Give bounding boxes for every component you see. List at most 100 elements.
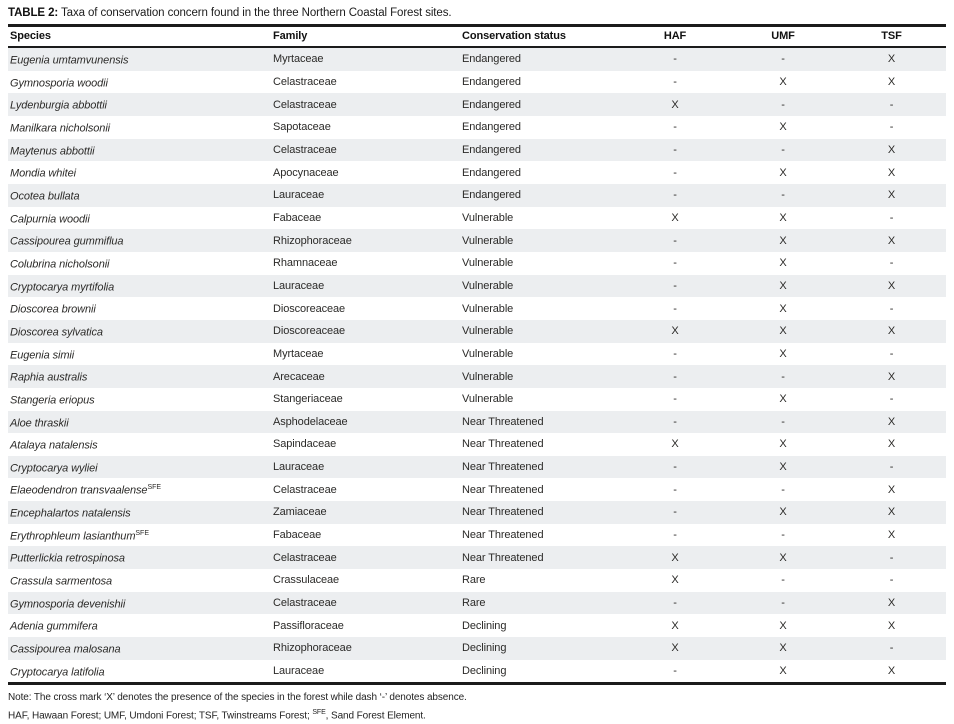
col-header-species: Species (8, 27, 271, 48)
status-cell: Near Threatened (462, 438, 544, 451)
species-cell: Ocotea bullata (8, 184, 271, 207)
species-name: Cassipourea malosana (10, 643, 121, 656)
family-cell: Lauraceae (273, 461, 325, 474)
family-cell: Fabaceae (273, 211, 322, 224)
table-row: Gymnosporia woodii Celastraceae Endanger… (8, 71, 946, 94)
umf-cell: X (779, 506, 787, 519)
status-cell: Vulnerable (462, 325, 514, 338)
umf-cell: X (779, 393, 787, 406)
species-name: Erythrophleum lasianthum (10, 530, 136, 543)
family-cell: Myrtaceae (273, 347, 324, 360)
tsf-cell: X (887, 143, 896, 156)
species-cell: Maytenus abbottii (8, 139, 271, 162)
species-name: Colubrina nicholsonii (10, 258, 110, 271)
tsf-cell: X (887, 483, 896, 496)
umf-cell: - (781, 53, 785, 66)
family-cell: Celastraceae (273, 597, 337, 610)
species-cell: Cryptocarya wyliei (8, 456, 271, 479)
family-cell: Celastraceae (273, 483, 337, 496)
species-name: Dioscorea brownii (10, 303, 96, 316)
table-caption: TABLE 2: Taxa of conservation concern fo… (8, 4, 946, 22)
umf-cell: X (779, 325, 787, 338)
haf-cell: X (671, 574, 679, 587)
umf-cell: - (781, 370, 785, 383)
col-header-family: Family (271, 27, 460, 48)
table-row: Dioscorea brownii Dioscoreaceae Vulnerab… (8, 297, 946, 320)
status-cell: Near Threatened (462, 506, 544, 519)
tsf-cell: X (887, 166, 896, 179)
status-cell: Vulnerable (462, 347, 514, 360)
species-cell: Putterlickia retrospinosa (8, 546, 271, 569)
species-cell: Eugenia simii (8, 343, 271, 366)
table-row: Colubrina nicholsonii Rhamnaceae Vulnera… (8, 252, 946, 275)
umf-cell: - (781, 529, 785, 542)
haf-cell: - (673, 529, 677, 542)
tsf-cell: X (887, 619, 896, 632)
status-cell: Declining (462, 619, 507, 632)
species-cell: Calpurnia woodii (8, 207, 271, 230)
table-row: Stangeria eriopus Stangeriaceae Vulnerab… (8, 388, 946, 411)
species-name: Atalaya natalensis (10, 439, 98, 452)
table-row: Gymnosporia devenishii Celastraceae Rare… (8, 591, 946, 615)
table-row: Cryptocarya latifolia Lauraceae Declinin… (8, 660, 946, 684)
species-cell: Adenia gummifera (8, 614, 271, 637)
umf-cell: - (781, 98, 785, 111)
table-row: Erythrophleum lasianthumSFE Fabaceae Nea… (8, 524, 946, 547)
tsf-cell: - (889, 461, 894, 474)
family-cell: Sapindaceae (273, 438, 337, 451)
haf-cell: - (673, 506, 677, 519)
haf-cell: X (671, 438, 679, 451)
tsf-cell: - (889, 393, 894, 406)
species-cell: Encephalartos natalensis (8, 501, 271, 524)
table-row: Putterlickia retrospinosa Celastraceae N… (8, 546, 946, 570)
species-name: Ocotea bullata (10, 190, 80, 203)
family-cell: Celastraceae (273, 143, 337, 156)
species-name: Encephalartos natalensis (10, 507, 131, 520)
species-name: Dioscorea sylvatica (10, 326, 103, 339)
tsf-cell: - (889, 642, 894, 655)
status-cell: Declining (462, 642, 507, 655)
species-name: Eugenia simii (10, 349, 75, 362)
haf-cell: - (673, 166, 677, 179)
table-row: Lydenburgia abbottii Celastraceae Endang… (8, 93, 946, 116)
family-cell: Lauraceae (273, 665, 325, 678)
caption-text: Taxa of conservation concern found in th… (58, 7, 452, 19)
species-cell: Atalaya natalensis (8, 433, 271, 456)
table-body: Eugenia umtamvunensis Myrtaceae Endanger… (8, 47, 946, 684)
tsf-cell: X (887, 234, 896, 247)
umf-cell: - (781, 415, 785, 428)
status-cell: Vulnerable (462, 257, 514, 270)
family-cell: Lauraceae (273, 189, 325, 202)
status-cell: Endangered (462, 121, 521, 134)
table-row: Cassipourea gummiflua Rhizophoraceae Vul… (8, 229, 946, 252)
haf-cell: - (673, 302, 677, 315)
header-row: Species Family Conservation status HAF U… (8, 27, 946, 48)
umf-cell: X (779, 166, 787, 179)
species-name: Crassula sarmentosa (10, 575, 113, 588)
status-cell: Near Threatened (462, 483, 544, 496)
haf-cell: - (673, 370, 677, 383)
umf-cell: X (779, 75, 787, 88)
species-cell: Stangeria eriopus (8, 388, 271, 411)
haf-cell: - (673, 665, 677, 678)
haf-cell: X (671, 619, 679, 632)
umf-cell: - (781, 189, 785, 202)
col-header-umf: UMF (729, 27, 837, 48)
species-cell: Crassula sarmentosa (8, 569, 271, 592)
family-cell: Celastraceae (273, 98, 337, 111)
haf-cell: X (671, 642, 679, 655)
status-cell: Rare (462, 597, 486, 610)
tsf-cell: X (887, 415, 896, 428)
haf-cell: - (673, 279, 677, 292)
table-row: Atalaya natalensis Sapindaceae Near Thre… (8, 433, 946, 456)
species-cell: Raphia australis (8, 365, 271, 388)
species-name: Calpurnia woodii (10, 213, 90, 226)
family-cell: Fabaceae (273, 529, 322, 542)
species-cell: Colubrina nicholsonii (8, 252, 271, 275)
table-row: Cassipourea malosana Rhizophoraceae Decl… (8, 637, 946, 660)
species-superscript: SFE (147, 484, 162, 492)
table-row: Eugenia umtamvunensis Myrtaceae Endanger… (8, 47, 946, 71)
table-row: Maytenus abbottii Celastraceae Endangere… (8, 138, 946, 162)
tsf-cell: X (887, 529, 896, 542)
